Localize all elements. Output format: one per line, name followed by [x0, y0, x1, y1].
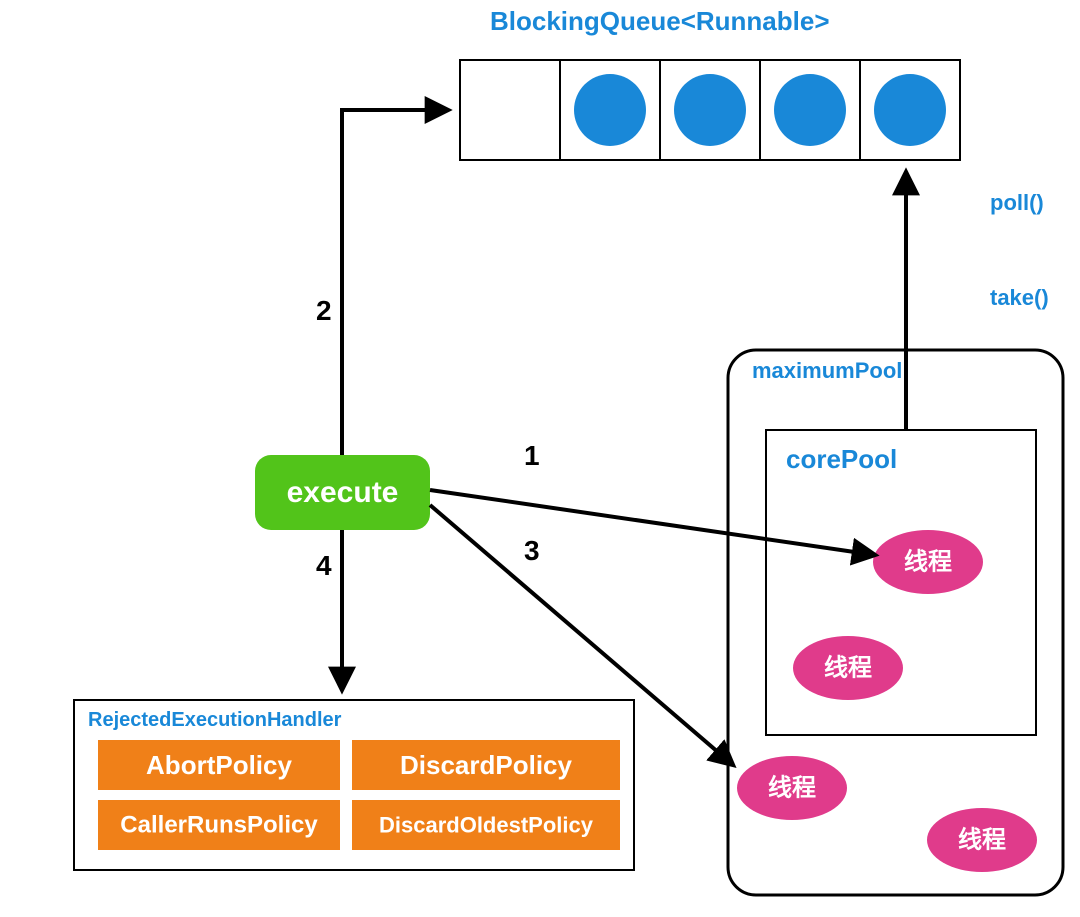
queue-title: BlockingQueue<Runnable>: [490, 6, 830, 36]
queue-dot-1: [574, 74, 646, 146]
arrow-3-number: 3: [524, 535, 540, 566]
queue-dot-4: [874, 74, 946, 146]
take-label: take(): [990, 285, 1049, 310]
policy-label-2: CallerRunsPolicy: [120, 812, 318, 839]
core-pool-label: corePool: [786, 444, 897, 474]
thread-label-3: 线程: [958, 827, 1006, 854]
arrow-2-number: 2: [316, 295, 332, 326]
arrow-1-number: 1: [524, 440, 540, 471]
thread-label-1: 线程: [824, 655, 872, 682]
policy-label-3: DiscardOldestPolicy: [379, 813, 594, 838]
poll-label: poll(): [990, 190, 1044, 215]
handler-title: RejectedExecutionHandler: [88, 709, 342, 731]
thread-label-2: 线程: [768, 775, 816, 802]
policy-label-1: DiscardPolicy: [400, 750, 573, 780]
queue-cell-0: [460, 60, 560, 160]
arrow-4-number: 4: [316, 550, 332, 581]
maximum-pool-label: maximumPool: [752, 358, 902, 383]
queue-dot-3: [774, 74, 846, 146]
queue-dot-2: [674, 74, 746, 146]
policy-label-0: AbortPolicy: [146, 750, 292, 780]
thread-label-0: 线程: [904, 549, 952, 576]
execute-label: execute: [287, 476, 399, 509]
